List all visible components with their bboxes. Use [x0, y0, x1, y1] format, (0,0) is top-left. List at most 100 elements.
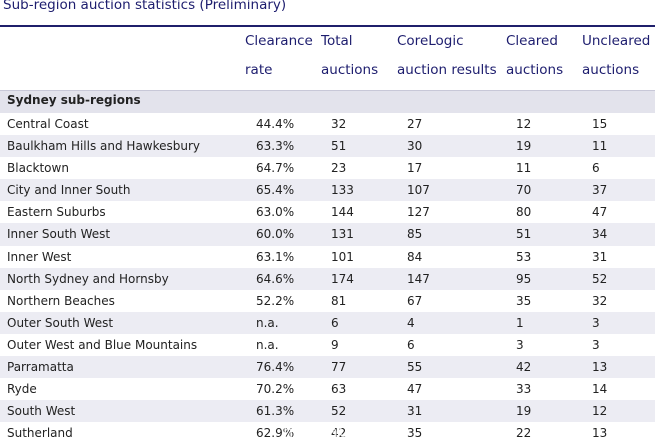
table-cell: 35	[516, 293, 532, 308]
table-cell: 64.7%	[256, 161, 295, 176]
table-cell: 35	[407, 426, 423, 441]
table-cell: 22	[516, 426, 532, 441]
table-cell: 63	[331, 382, 347, 397]
table-row: Central Coast 44.4% 32 27 12 15	[0, 113, 655, 135]
table-cell: 65.4%	[256, 183, 295, 198]
table-cell: 64.6%	[256, 271, 295, 286]
header-clearance-rate: Clearance rate	[245, 27, 313, 85]
table-cell: Northern Beaches	[7, 293, 115, 308]
table-cell: 62.9%	[256, 426, 295, 441]
table-row: Outer South West n.a. 6 4 1 3	[0, 311, 655, 334]
table-cell: 133	[331, 183, 354, 198]
table-cell: 4	[407, 315, 415, 330]
table-cell: 80	[516, 205, 532, 220]
header-label: auctions	[321, 62, 379, 78]
table-cell: 70.2%	[256, 382, 295, 397]
table-cell: 23	[331, 161, 347, 176]
table-cell: 60.0%	[256, 227, 295, 242]
table-row: Northern Beaches 52.2% 81 67 35 32	[0, 290, 655, 312]
table-cell: 101	[331, 249, 354, 264]
table-cell: Inner South West	[7, 227, 111, 242]
table-cell: 131	[331, 227, 354, 242]
header-label: Total	[321, 33, 353, 49]
table-cell: 12	[516, 117, 532, 131]
table-cell: 30	[407, 139, 423, 154]
table-cell: 63.3%	[256, 139, 295, 154]
table-row: City and Inner South 65.4% 133 107 70 37	[0, 179, 655, 202]
table-cell: n.a.	[256, 315, 279, 330]
table-cell: 42	[516, 360, 532, 375]
table-cell: Blacktown	[7, 161, 69, 176]
table-body: Central Coast 44.4% 32 27 12 15 Baulkham Hills…	[0, 113, 655, 444]
table-cell: 63.0%	[256, 205, 295, 220]
table-cell: 144	[331, 205, 354, 220]
table-cell: 13	[592, 426, 608, 441]
table-cell: 19	[516, 139, 532, 154]
table-cell: 47	[407, 382, 423, 397]
table-cell: 85	[407, 227, 423, 242]
table-cell: 47	[592, 205, 608, 220]
header-label: CoreLogic	[397, 33, 464, 49]
table-cell: 51	[331, 139, 347, 154]
table-cell: n.a.	[256, 337, 279, 352]
table-row: Ryde 70.2% 63 47 33 14	[0, 378, 655, 400]
table-cell: 51	[516, 227, 532, 242]
table-cell: 31	[407, 404, 423, 419]
table-cell: 27	[407, 117, 423, 131]
table-cell: Eastern Suburbs	[7, 205, 106, 220]
table-row: Baulkham Hills and Hawkesbury 63.3% 51 30 19…	[0, 135, 655, 158]
table-cell: North Sydney and Hornsby	[7, 271, 169, 286]
table-cell: 34	[592, 227, 608, 242]
table-cell: 95	[516, 271, 532, 286]
table-cell: 52	[592, 271, 608, 286]
table-cell: 15	[592, 117, 608, 131]
table-cell: 76.4%	[256, 360, 295, 375]
table-cell: 12	[592, 404, 608, 419]
header-label: auctions	[582, 62, 640, 78]
table-cell: 13	[592, 360, 608, 375]
header-label: Clearance	[245, 33, 313, 49]
table-row: Inner West 63.1% 101 84 53 31	[0, 246, 655, 268]
table-cell: 9	[331, 337, 339, 352]
table-cell: 31	[592, 249, 608, 264]
table-cell: 14	[592, 382, 608, 397]
table-cell: Parramatta	[7, 360, 74, 375]
table-cell: 6	[407, 337, 415, 352]
header-label: auction results	[397, 62, 497, 78]
table-cell: 3	[592, 315, 600, 330]
header-label: Cleared	[506, 33, 558, 49]
table-cell: Inner West	[7, 249, 72, 264]
header-corelogic-results: CoreLogic auction results	[397, 27, 497, 85]
table-cell: 6	[592, 161, 600, 176]
table-cell: City and Inner South	[7, 183, 131, 198]
table-cell: 67	[407, 293, 423, 308]
table-cell: Sutherland	[7, 426, 73, 441]
table-cell: 44.4%	[256, 117, 295, 131]
table-cell: 32	[331, 117, 347, 131]
table-cell: 52.2%	[256, 293, 295, 308]
table-row: Inner South West 60.0% 131 85 51 34	[0, 223, 655, 246]
header-label: rate	[245, 62, 273, 78]
table-cell: 147	[407, 271, 430, 286]
header-cleared-auctions: Cleared auctions	[506, 27, 563, 85]
table-cell: 3	[592, 337, 600, 352]
table-cell: 1	[516, 315, 524, 330]
table-cell: 84	[407, 249, 423, 264]
header-label: Uncleared	[582, 33, 651, 49]
group-label: Sydney sub-regions	[7, 93, 141, 107]
table-cell: 6	[331, 315, 339, 330]
table-cell: 55	[407, 360, 423, 375]
table-cell: 52	[331, 404, 347, 419]
table-cell: 53	[516, 249, 532, 264]
table-row: Blacktown 64.7% 23 17 11 6	[0, 157, 655, 179]
table-cell: 11	[592, 139, 608, 154]
table-cell: 63.1%	[256, 249, 295, 264]
table-cell: 77	[331, 360, 347, 375]
table-cell: 3	[516, 337, 524, 352]
table-cell: 19	[516, 404, 532, 419]
table-cell: Baulkham Hills and Hawkesbury	[7, 139, 201, 154]
table-cell: 81	[331, 293, 347, 308]
table-cell: Outer South West	[7, 315, 114, 330]
table-row: Outer West and Blue Mountains n.a. 9 6 3 3	[0, 334, 655, 356]
table-cell: 11	[516, 161, 532, 176]
